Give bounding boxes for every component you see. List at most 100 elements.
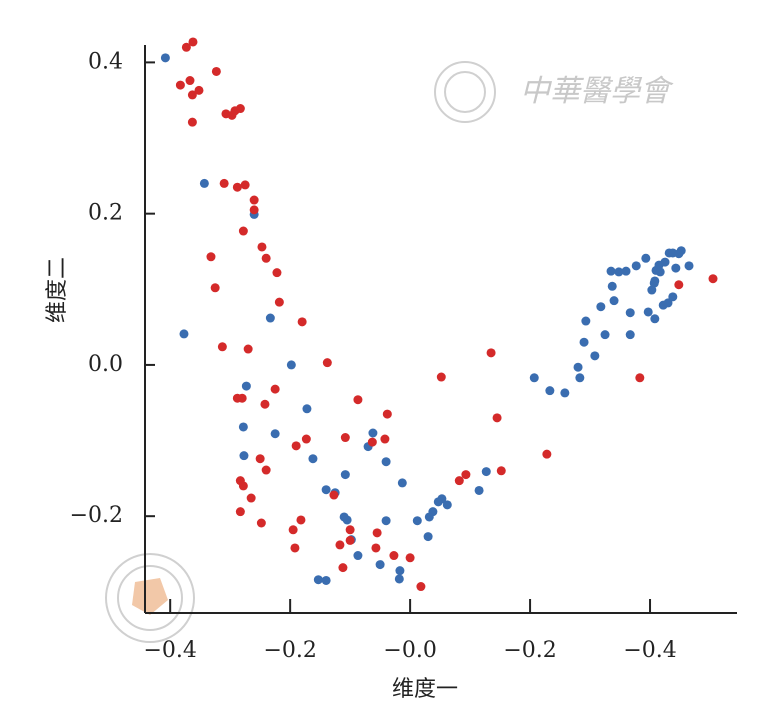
point <box>321 485 331 495</box>
point <box>581 316 591 326</box>
point <box>423 532 433 542</box>
point <box>542 449 552 459</box>
point <box>211 66 221 76</box>
x-tick-label: −0.2 <box>263 638 316 663</box>
point <box>199 178 209 188</box>
point <box>708 274 718 284</box>
point <box>261 465 271 475</box>
point <box>240 180 250 190</box>
point <box>241 381 251 391</box>
point <box>238 422 248 432</box>
point <box>663 298 673 308</box>
point <box>296 515 306 525</box>
point <box>607 281 617 291</box>
point <box>270 384 280 394</box>
point <box>382 409 392 419</box>
point <box>368 428 378 438</box>
point <box>643 307 653 317</box>
point <box>395 566 405 576</box>
point <box>625 308 635 318</box>
point <box>185 76 195 86</box>
watermark-map <box>132 578 168 615</box>
point <box>436 372 446 382</box>
point <box>340 433 350 443</box>
point <box>625 330 635 340</box>
point <box>227 110 237 120</box>
point <box>238 481 248 491</box>
point <box>301 434 311 444</box>
y-axis-label: 维度二 <box>45 257 70 323</box>
point <box>492 413 502 423</box>
point <box>210 283 220 293</box>
point <box>175 80 185 90</box>
point <box>235 507 245 517</box>
point <box>371 543 381 553</box>
point <box>353 551 363 561</box>
x-tick-label: −0.0 <box>383 638 436 663</box>
watermark-logo <box>105 61 496 643</box>
point <box>345 535 355 545</box>
point <box>655 267 665 277</box>
point <box>239 451 249 461</box>
point <box>257 242 267 252</box>
point <box>219 178 229 188</box>
point <box>249 195 259 205</box>
point <box>217 342 227 352</box>
point <box>372 528 382 538</box>
point <box>596 302 606 312</box>
point <box>255 454 265 464</box>
point <box>187 90 197 100</box>
point <box>256 518 266 528</box>
point <box>676 246 686 256</box>
point <box>394 574 404 584</box>
point <box>606 266 616 276</box>
point <box>179 329 189 339</box>
point <box>290 543 300 553</box>
point <box>235 104 245 114</box>
point <box>529 373 539 383</box>
point <box>338 563 348 573</box>
point <box>353 395 363 405</box>
point <box>265 313 275 323</box>
point <box>249 205 259 215</box>
point <box>232 182 242 192</box>
x-tick-label: −0.4 <box>143 638 196 663</box>
point <box>160 53 170 63</box>
y-tick-label: −0.2 <box>70 503 123 528</box>
point <box>345 525 355 535</box>
point <box>286 360 296 370</box>
point <box>297 317 307 327</box>
point <box>389 551 399 561</box>
point <box>188 37 198 47</box>
point <box>461 470 471 480</box>
point <box>340 470 350 480</box>
point <box>621 266 631 276</box>
point <box>335 540 345 550</box>
point <box>308 454 318 464</box>
point <box>647 285 657 295</box>
point <box>545 386 555 396</box>
point <box>579 337 589 347</box>
point <box>481 467 491 477</box>
point <box>274 297 284 307</box>
y-tick-label: 0.2 <box>88 201 123 226</box>
point <box>573 362 583 372</box>
point <box>635 373 645 383</box>
watermark-text: 中華醫學會 <box>520 74 674 109</box>
point <box>246 493 256 503</box>
point <box>614 267 624 277</box>
point <box>302 404 312 414</box>
point <box>660 257 670 267</box>
x-tick-label: −0.4 <box>623 638 676 663</box>
point <box>437 494 447 504</box>
point <box>321 575 331 585</box>
point <box>442 500 452 510</box>
x-axis-label: 维度一 <box>392 677 458 702</box>
y-tick-label: 0.4 <box>88 49 123 74</box>
point <box>668 292 678 302</box>
point <box>405 553 415 563</box>
point <box>631 261 641 271</box>
point <box>590 351 600 361</box>
point <box>381 457 391 467</box>
